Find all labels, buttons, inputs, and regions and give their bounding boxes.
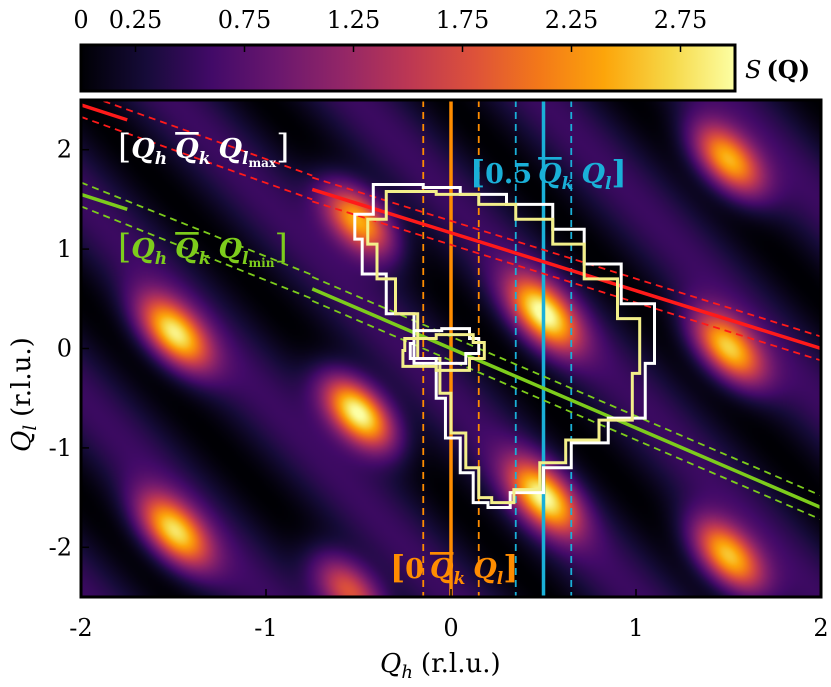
y-tick-label: 0 [57, 335, 72, 363]
colorbar-tick-label: 1.75 [436, 6, 489, 34]
cut-line-dashed [81, 116, 313, 201]
colorbar-tick-label: 0.25 [109, 6, 162, 34]
cut-line-dashed [81, 181, 313, 276]
annotation-qlmax: [Qh Qk Qlmax] [118, 127, 289, 170]
plot-area [81, 100, 821, 597]
x-tick-label: 2 [813, 614, 828, 642]
cut-line-dashed [311, 176, 821, 338]
y-axis-label: Ql(r.l.u.) [7, 337, 41, 452]
x-tick-label: 1 [628, 614, 643, 642]
cut-line-solid [81, 103, 128, 122]
colorbar-tick-label: 1.25 [327, 6, 380, 34]
y-tick-label: 2 [57, 136, 72, 164]
cut-line-dashed [311, 276, 821, 497]
colorbar-label-S: S [745, 56, 761, 84]
x-axis-label: Qh (r.l.u.) [380, 649, 501, 683]
colorbar-tick-label: 2.75 [654, 6, 707, 34]
cut-line-solid [81, 192, 128, 212]
annotation-half-cut: [0.5 Qk Ql] [470, 153, 627, 194]
colorbar-label: S (Q) [745, 55, 810, 84]
coverage-contour [366, 189, 642, 505]
cut-line-solid [311, 287, 821, 510]
cut-line-dashed [311, 200, 821, 362]
annotation-qlmin: [Qh Qk Qlmin] [118, 227, 288, 270]
cut-lines [81, 100, 821, 597]
colorbar-tick-label: 0.75 [218, 6, 271, 34]
y-tick-label: 1 [57, 235, 72, 263]
x-tick-label: -2 [69, 614, 92, 642]
y-tick-label: -2 [49, 533, 72, 561]
cut-line-dashed [97, 100, 313, 177]
coverage-regions [353, 182, 656, 510]
x-tick-label: 0 [443, 614, 458, 642]
x-tick-label: -1 [254, 614, 277, 642]
colorbar-tick-label: 0 [73, 6, 88, 34]
coverage-contour [401, 333, 486, 372]
cut-line-dashed [81, 205, 313, 300]
cut-line-solid [311, 187, 821, 351]
colorbar-label-Q: (Q) [766, 55, 810, 84]
cut-line-dashed [311, 299, 821, 521]
colorbar-tick-label: 2.25 [545, 6, 598, 34]
axis-ticks: -2 -1 0 1 2 2 1 0 -1 -2 [49, 136, 829, 642]
coverage-contour [408, 327, 481, 365]
colorbar [79, 43, 737, 93]
y-tick-label: -1 [49, 434, 72, 462]
annotation-zero-cut: [0 Qk Ql] [390, 548, 518, 589]
colorbar-ticks: 0 0.25 0.75 1.25 1.75 2.25 2.75 [73, 6, 707, 52]
